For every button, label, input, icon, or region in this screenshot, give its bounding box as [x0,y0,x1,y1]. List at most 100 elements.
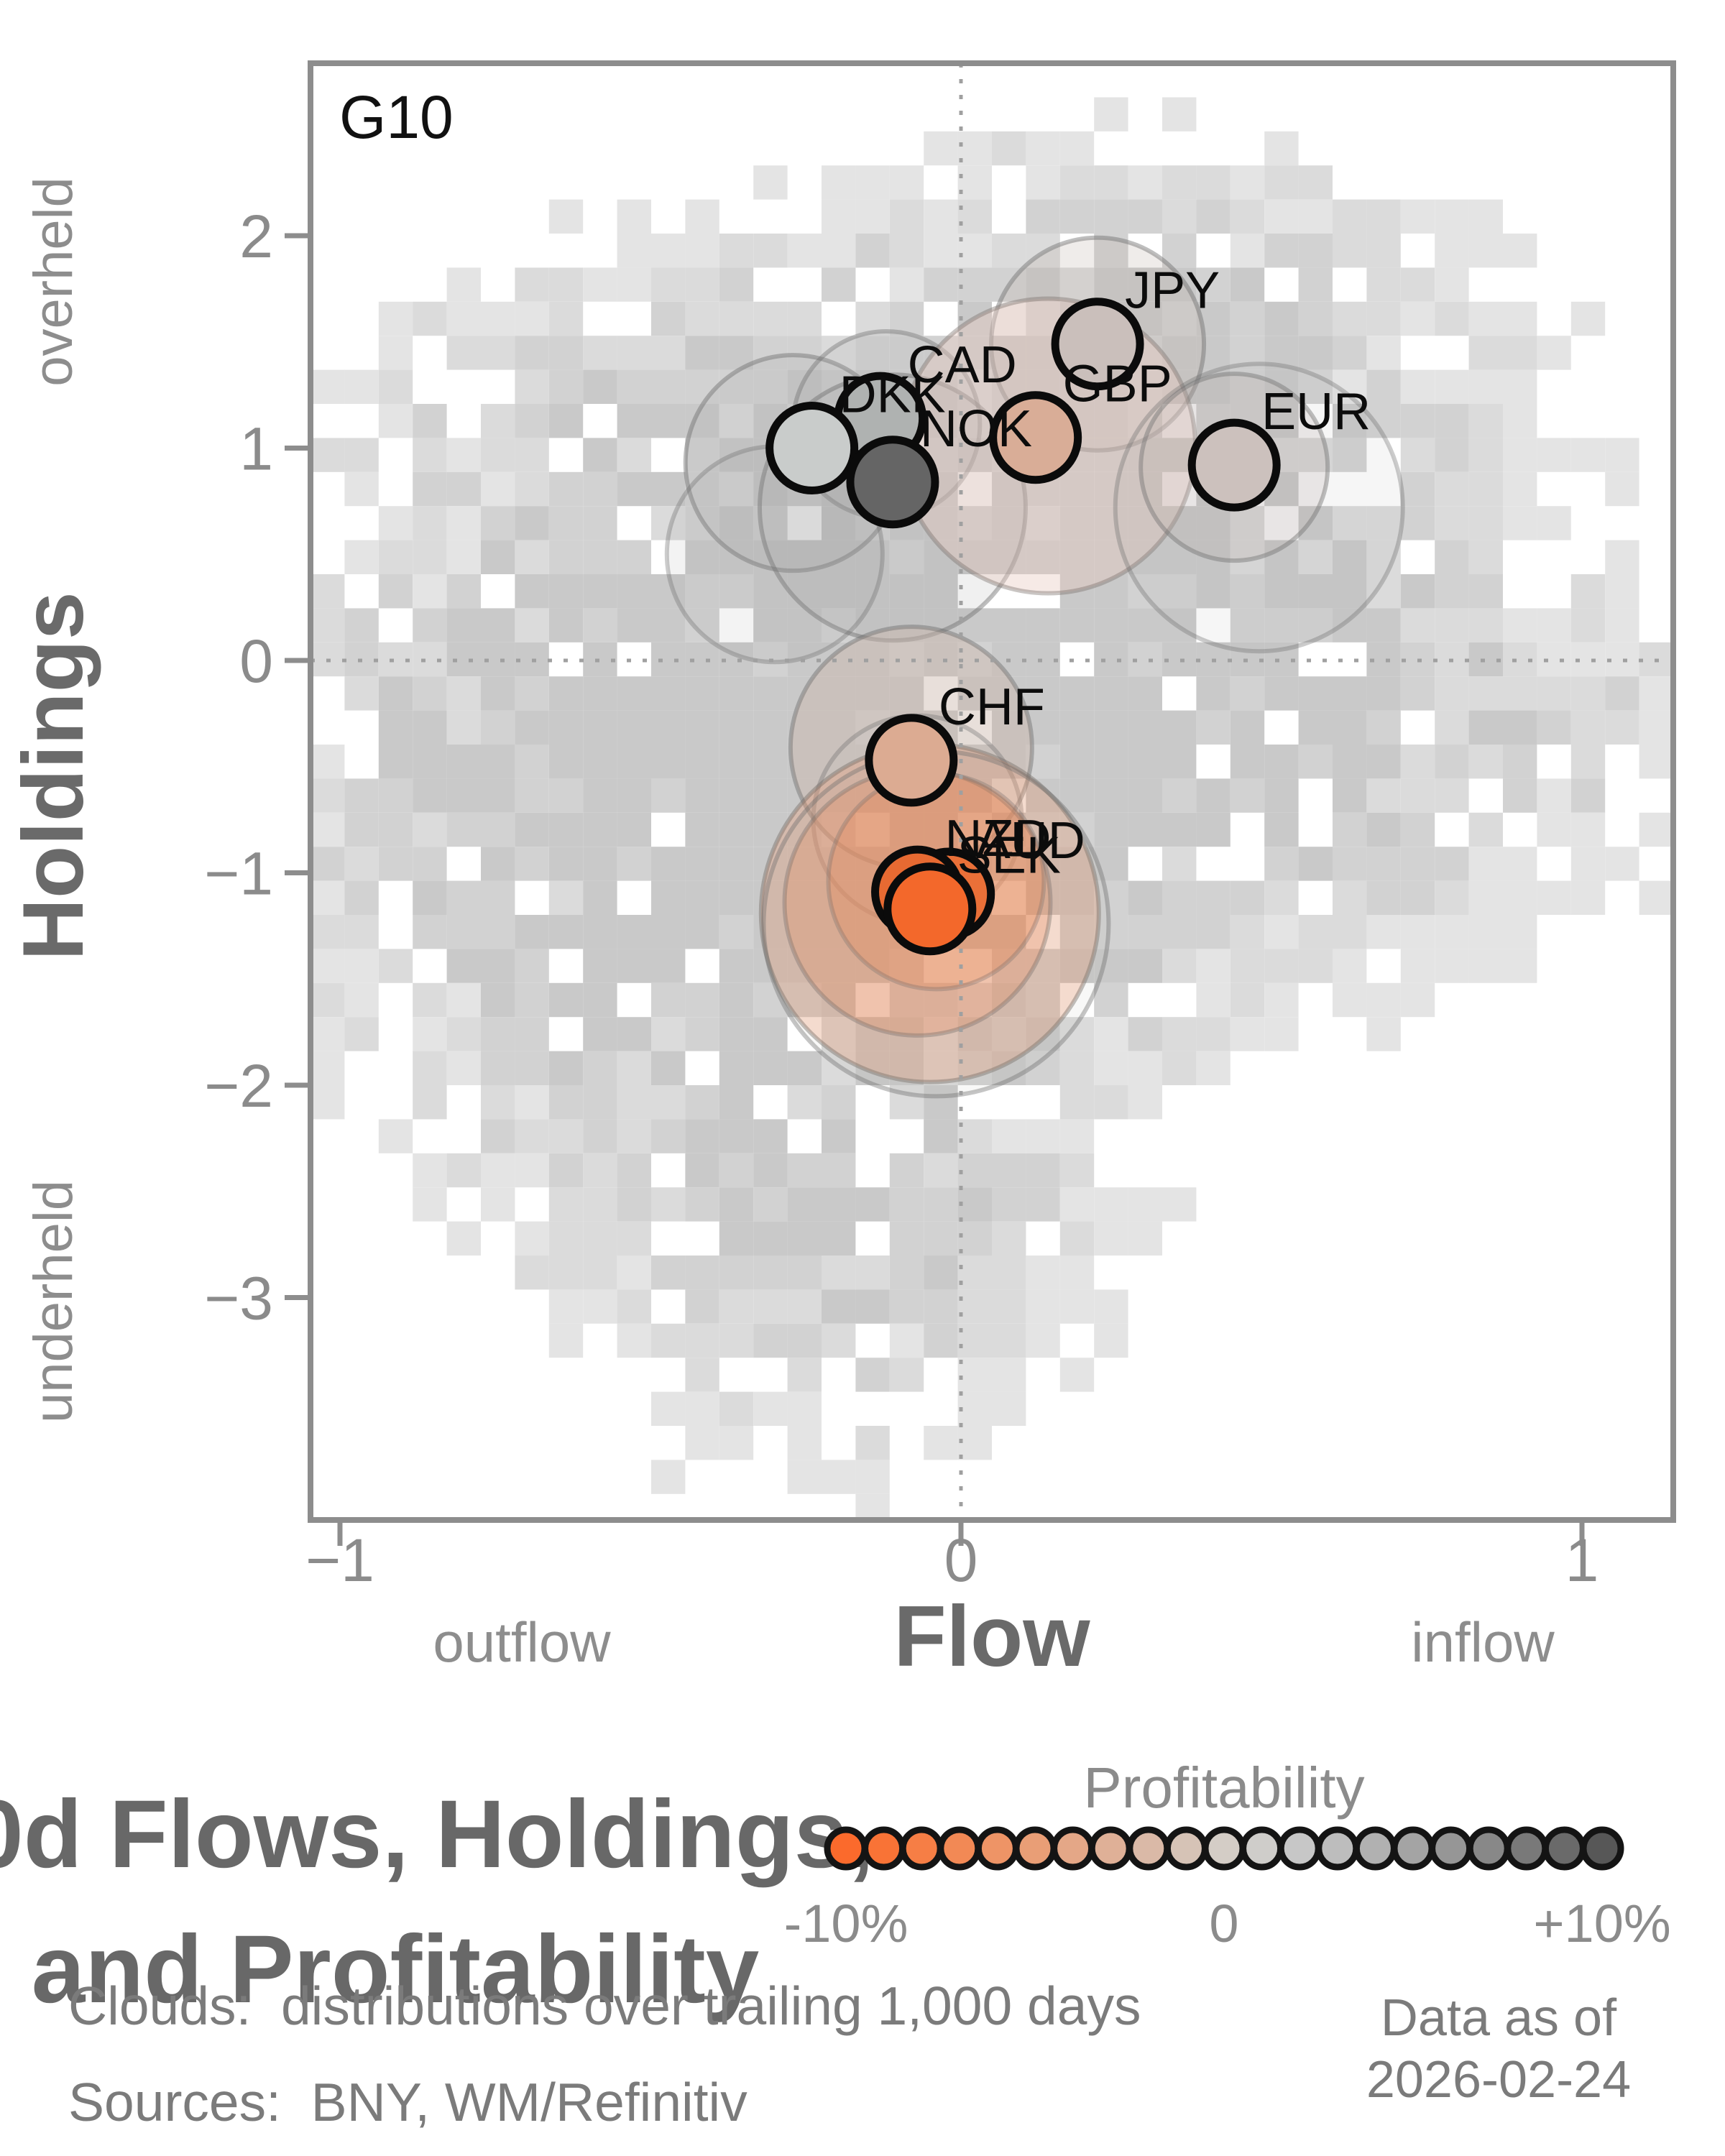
heatmap-cell [651,1391,686,1426]
heatmap-cell [1298,369,1333,404]
heatmap-cell [1468,915,1503,949]
heatmap-cell [583,745,617,779]
heatmap-cell [446,778,481,813]
heatmap-cell [1435,267,1469,302]
heatmap-cell [378,778,413,813]
heatmap-cell [1503,778,1537,813]
heatmap-cell [481,1153,515,1188]
heatmap-cell [889,540,924,574]
heatmap-cell [889,1051,924,1085]
y-tick-label: 0 [239,627,273,695]
heatmap-cell [1230,880,1265,915]
heatmap-cell [617,1187,651,1222]
heatmap-cell [446,880,481,915]
heatmap-cell [1333,949,1367,983]
heatmap-cell [1435,745,1469,779]
heatmap-cell [924,234,958,268]
heatmap-cell [344,369,379,404]
heatmap-cell [992,745,1026,779]
heatmap-cell [1400,608,1435,642]
heatmap-cell [1298,676,1333,711]
heatmap-cell [515,982,549,1018]
heatmap-cell [481,676,515,711]
heatmap-cell [822,1051,856,1085]
heatmap-cell [889,1017,924,1051]
heatmap-cell [855,1426,890,1460]
heatmap-cell [957,1221,992,1256]
heatmap-cell [446,608,481,642]
heatmap-cell [1605,676,1639,711]
heatmap-cell [651,234,686,268]
heatmap-cell [1400,778,1435,813]
legend-swatch [1353,1826,1397,1871]
heatmap-cell [1230,1017,1265,1051]
heatmap-cell [1264,676,1299,711]
heatmap-cell [515,404,549,438]
heatmap-cell [1128,1051,1162,1085]
heatmap-cell [719,1153,754,1188]
heatmap-cell [1128,438,1162,472]
legend-tick-min: -10% [784,1894,908,1953]
heatmap-cell [719,1187,754,1222]
heatmap-cell [753,540,788,574]
heatmap-cell [1059,267,1095,302]
heatmap-cell [822,745,856,779]
heatmap-cell [651,574,686,609]
heatmap-cell [1298,745,1333,779]
heatmap-cell [1026,608,1060,642]
heatmap-cell [617,438,651,472]
heatmap-cell [344,1017,379,1051]
heatmap-cell [1570,438,1606,472]
heatmap-cell [617,199,651,234]
heatmap-cell [1264,199,1299,234]
heatmap-cell [1094,949,1128,983]
marker-gbp [989,391,1082,484]
heatmap-cell [1570,880,1606,915]
heatmap-cell [957,131,992,166]
heatmap-cell [992,540,1026,574]
heatmap-cell [1162,336,1197,370]
legend-swatch [1429,1826,1473,1871]
heatmap-cell [1400,676,1435,711]
heatmap-cell [310,369,345,404]
heatmap-cell [1333,540,1367,574]
heatmap-cell [481,540,515,574]
heatmap-cell [992,267,1026,302]
heatmap-cell [1230,778,1265,813]
heatmap-cell [719,369,754,404]
heatmap-cell [1298,199,1333,234]
heatmap-cell [822,506,856,540]
marker-nok [846,436,939,529]
heatmap-cell [889,574,924,609]
heatmap-cell [1400,471,1435,507]
heatmap-cell [481,301,515,336]
heatmap-cell [1196,1017,1230,1051]
heatmap-cell [924,1187,958,1222]
legend-swatch [1051,1826,1095,1871]
heatmap-cell [1605,710,1639,745]
heatmap-cell [1059,710,1095,745]
heatmap-cell [515,369,549,404]
heatmap-cell [1162,301,1197,336]
heatmap-cell [515,1256,549,1290]
heatmap-cell [1196,574,1230,609]
heatmap-cell [1468,438,1503,472]
axis-ticks [285,233,1585,1546]
heatmap-cell [957,1153,992,1188]
heatmap-cell [1298,949,1333,983]
heatmap-cell [924,369,958,404]
heatmap-cell [1435,676,1469,711]
heatmap-cell [515,336,549,370]
heatmap-cell [1264,949,1299,983]
heatmap-cell [1162,949,1197,983]
heatmap-cell [957,1323,992,1358]
heatmap-cell [822,847,856,881]
heatmap-cell [753,336,788,370]
heatmap-cell [1435,949,1469,983]
heatmap-cell [992,1051,1026,1085]
heatmap-cell [515,949,549,983]
heatmap-cell [719,1426,754,1460]
heatmap-cell [1468,404,1503,438]
heatmap-cell [1026,676,1060,711]
heatmap-cell [651,1051,686,1085]
